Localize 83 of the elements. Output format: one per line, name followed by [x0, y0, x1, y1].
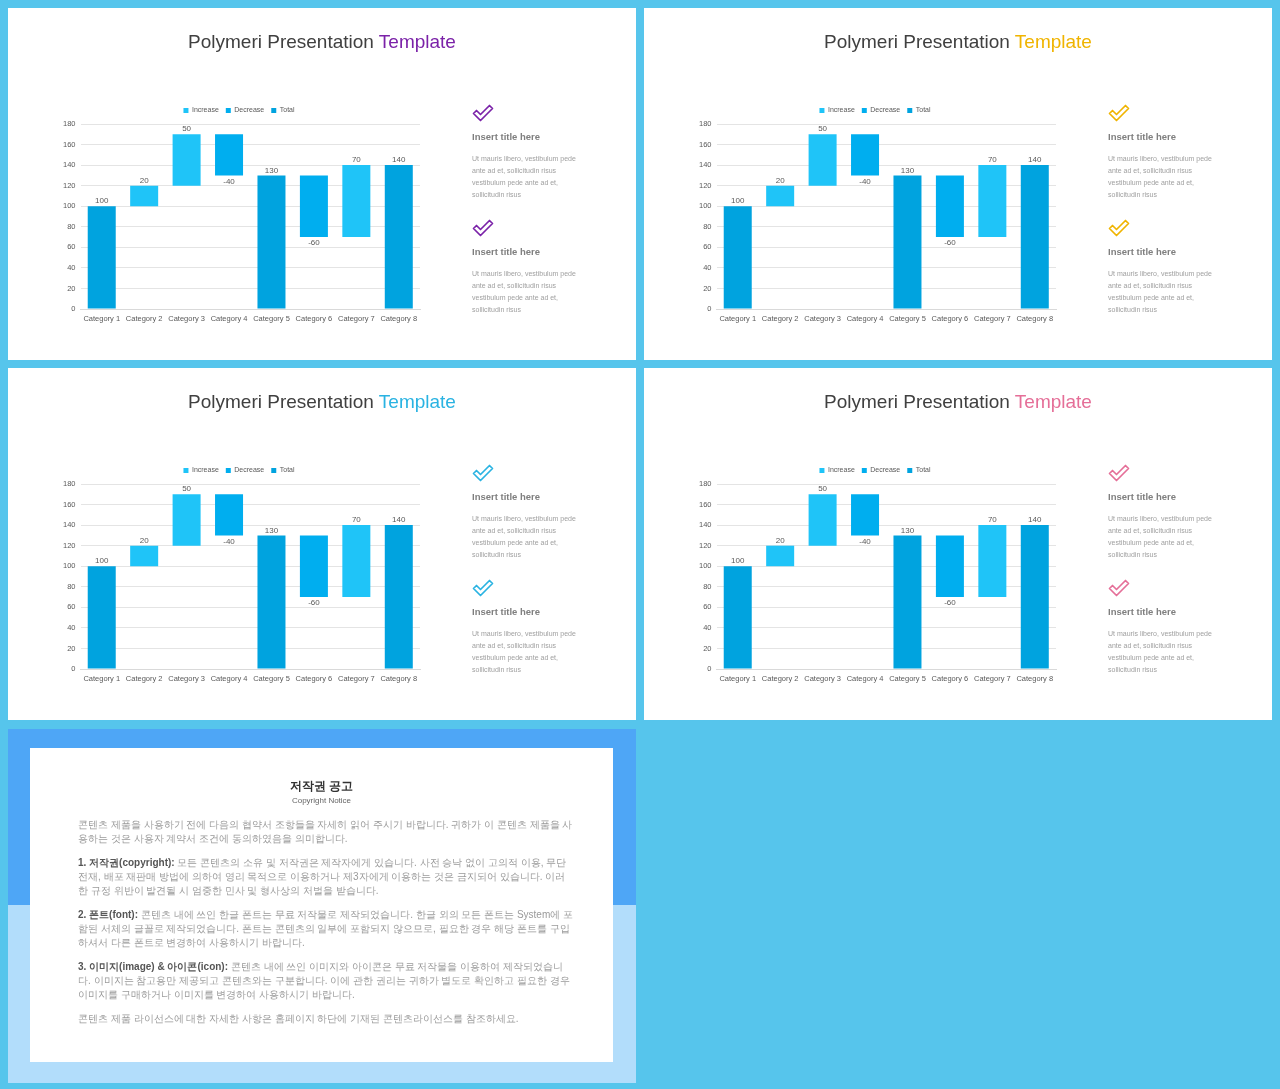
data-label: -60: [308, 598, 321, 608]
text: Insert title here: [472, 246, 541, 257]
data-label: 100: [95, 196, 109, 206]
data-label: 130: [900, 165, 915, 175]
data-label: 20: [139, 175, 150, 185]
bar: [935, 175, 964, 238]
text: Insert title here: [1108, 246, 1177, 257]
bar: [978, 165, 1007, 238]
data-label: 100: [731, 196, 745, 206]
bar: [935, 535, 964, 598]
chart-title: Polymeri Presentation Template: [824, 391, 1092, 412]
bar: [342, 525, 371, 598]
bar: [257, 175, 286, 309]
data-label: 70: [987, 515, 998, 525]
data-label: -40: [859, 176, 872, 186]
bar: [851, 134, 880, 176]
chart-title: Polymeri Presentation Template: [188, 391, 456, 412]
data-label: 20: [775, 175, 786, 185]
bar: [893, 535, 922, 669]
bar: [130, 545, 159, 567]
data-label: 20: [775, 535, 786, 545]
bar: [172, 494, 201, 546]
bar: [87, 566, 116, 669]
data-label: 70: [987, 155, 998, 165]
bar: [766, 185, 795, 207]
data-label: 130: [264, 525, 279, 535]
data-label: -40: [223, 536, 236, 546]
data-label: 50: [818, 484, 828, 494]
bar: [384, 165, 413, 309]
data-label: 20: [139, 535, 150, 545]
bar: [893, 175, 922, 309]
text: Copyright Notice: [290, 796, 353, 805]
data-label: -40: [859, 536, 872, 546]
bar: [172, 134, 201, 186]
bar: [215, 134, 244, 176]
data-label: 140: [1028, 155, 1042, 165]
text: Insert title here: [1108, 131, 1177, 142]
bar: [1020, 525, 1049, 669]
data-label: 140: [1028, 515, 1042, 525]
bar: [723, 206, 752, 309]
text: Insert title here: [472, 131, 541, 142]
bar: [299, 535, 328, 598]
text: 콘텐츠 제품을 사용하기 전에 다음의 협약서 조항들을 자세히 읽어 주시기 바랍니다. 귀하가 이 콘텐츠 제품을 사용하는 것은 사용자 계약서 조건에 동의하였음을 의미합니다.: [78, 819, 573, 844]
bar: [978, 525, 1007, 598]
bar: [384, 525, 413, 669]
data-label: -60: [308, 238, 321, 248]
data-label: 100: [731, 556, 745, 566]
text: Insert title here: [1108, 606, 1177, 617]
data-label: 70: [351, 155, 362, 165]
bar: [723, 566, 752, 669]
data-label: 130: [900, 525, 915, 535]
text: 3. 이미지(image) & 아이콘(icon): 콘텐츠 내에 쓰인 이미지와 아이콘은 무료 저작물을 이용하여 제작되었습니다. 이미지는 참고용만 제공되고 콘텐츠와는 구분합니다. 이에 관한 권리는 귀하가 별도로 확인하고 필요한 경우 이미지를 구매하거나 이미지를 변경하여 사용하시기 바랍니다.: [78, 961, 570, 1000]
data-label: 140: [392, 155, 406, 165]
text: Insert title here: [1108, 491, 1177, 502]
chart-title: Polymeri Presentation Template: [188, 31, 456, 52]
bar: [299, 175, 328, 238]
data-label: 140: [392, 515, 406, 525]
data-label: 50: [818, 124, 828, 134]
data-label: 130: [264, 165, 279, 175]
text: 2. 폰트(font): 콘텐츠 내에 쓰인 한글 폰트는 무료 저작물로 제작되었습니다. 한글 외의 모든 폰트는 System에 포함된 서체의 글꼴로 제작되었습니다. 폰트는 콘텐츠의 일부에 포함되지 않으므로, 필요한 경우 해당 폰트를 구입하셔서 다른 폰트로 변경하여 사용하시기 바랍니다.: [78, 909, 574, 948]
bar: [1020, 165, 1049, 309]
bar: [130, 185, 159, 207]
text: 1. 저작권(copyright): 모든 콘텐츠의 소유 및 저작권은 제작자에게 있습니다. 사전 승낙 없이 고의적 이용, 무단전재, 배포 재판매 방법에 의하여 영리 목적으로 이용하거나 제3자에게 이용하는 것은 금지되어 있습니다. 이러한 규정 위반이 발견될 시 엄중한 민사 및 형사상의 처벌을 받습니다.: [78, 857, 567, 896]
chart-title: Polymeri Presentation Template: [824, 31, 1092, 52]
data-label: 50: [182, 484, 192, 494]
text: 저작권 공고: [288, 778, 355, 795]
data-label: 70: [351, 515, 362, 525]
bar: [851, 494, 880, 536]
bar: [808, 494, 837, 546]
bar: [87, 206, 116, 309]
bar: [808, 134, 837, 186]
bar: [215, 494, 244, 536]
data-label: 100: [95, 556, 109, 566]
text: Insert title here: [472, 606, 541, 617]
bar: [766, 545, 795, 567]
data-label: -60: [944, 598, 957, 608]
data-label: -40: [223, 176, 236, 186]
data-label: -60: [944, 238, 957, 248]
bar: [257, 535, 286, 669]
text: 콘텐츠 제품 라이선스에 대한 자세한 사항은 홈페이지 하단에 기재된 콘텐츠라이선스를 참조하세요.: [78, 1013, 519, 1024]
bar: [342, 165, 371, 238]
data-label: 50: [182, 124, 192, 134]
text: Insert title here: [472, 491, 541, 502]
